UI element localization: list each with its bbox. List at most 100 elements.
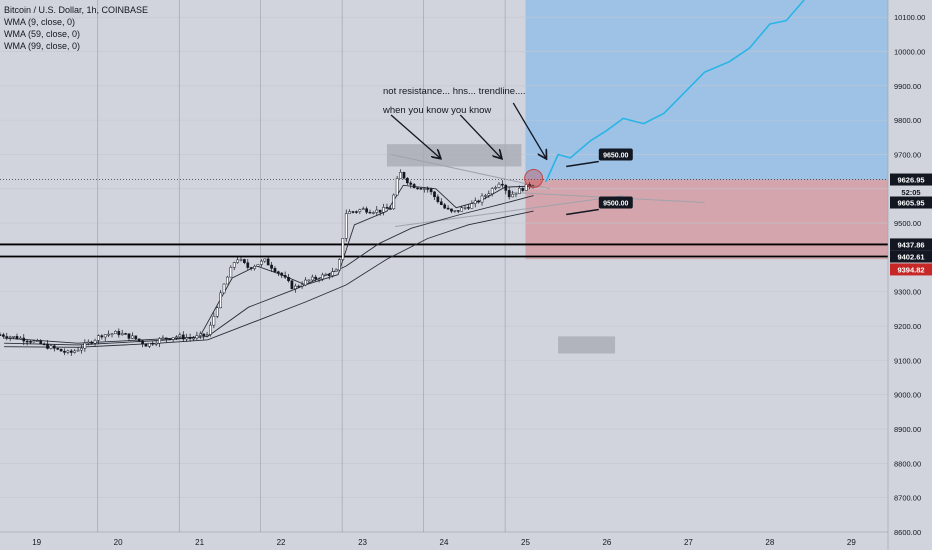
candle-body	[382, 207, 385, 213]
x-tick-label: 23	[358, 538, 367, 547]
candle-body	[304, 279, 307, 286]
candle-body	[161, 337, 165, 340]
candle-body	[137, 338, 141, 342]
annotation-arrow	[459, 114, 501, 158]
y-tick-label: 9300.00	[894, 288, 921, 297]
candle-body	[507, 190, 511, 198]
price-badge: 9626.95	[897, 176, 924, 185]
x-tick-label: 20	[114, 538, 123, 547]
candle-body	[385, 207, 389, 209]
candle-body	[249, 267, 253, 269]
candle-body	[52, 345, 56, 349]
candle-body	[181, 334, 185, 340]
candle-body	[514, 193, 518, 195]
candle-body	[358, 209, 362, 212]
y-tick-label: 8800.00	[894, 459, 921, 468]
candle-body	[0, 334, 2, 336]
candle-body	[86, 341, 90, 344]
candle-body	[518, 187, 521, 194]
candle-body	[243, 259, 246, 263]
candle-body	[297, 285, 301, 288]
y-tick-label: 10000.00	[894, 47, 925, 56]
candle-body	[307, 279, 311, 282]
candle-body	[124, 333, 127, 335]
candle-body	[198, 333, 202, 336]
candle-body	[310, 276, 314, 281]
candle-body	[141, 340, 144, 345]
candle-body	[348, 211, 351, 214]
price-badge-box	[890, 263, 932, 276]
candle-body	[63, 350, 66, 353]
candle-body	[222, 283, 226, 294]
candle-body	[331, 271, 335, 276]
candle-body	[290, 280, 294, 290]
y-tick-label: 9100.00	[894, 356, 921, 365]
callout-pointer	[566, 160, 599, 168]
candle-body	[276, 271, 280, 274]
callout-label-box	[598, 148, 633, 161]
candle-body	[446, 207, 450, 210]
annotation-arrow	[390, 114, 440, 158]
y-tick-label: 8600.00	[894, 528, 921, 537]
candle-body	[392, 194, 396, 210]
candle-body	[378, 209, 382, 213]
candle-body	[219, 292, 222, 309]
candle-body	[344, 213, 348, 239]
candle-body	[90, 341, 94, 344]
candle-body	[473, 200, 477, 204]
candle-body	[69, 350, 73, 353]
candle-body	[25, 340, 29, 343]
candle-body	[256, 264, 260, 267]
candle-body	[497, 183, 501, 188]
candle-body	[327, 274, 331, 276]
candle-body	[127, 333, 131, 339]
candle-body	[524, 184, 528, 191]
candle-body	[100, 335, 104, 338]
candle-body	[338, 259, 341, 271]
candle-body	[59, 348, 63, 352]
candle-body	[399, 172, 402, 179]
candle-body	[56, 348, 60, 350]
price-badge-box	[890, 250, 932, 263]
annotation-box	[558, 336, 616, 354]
candle-body	[402, 172, 406, 179]
candle-body	[83, 342, 87, 349]
candle-body	[293, 285, 297, 290]
circle-marker	[524, 168, 544, 188]
price-badge-box	[890, 186, 932, 199]
candle-body	[501, 183, 504, 186]
candle-body	[487, 193, 491, 196]
y-tick-label: 9500.00	[894, 219, 921, 228]
candle-body	[270, 264, 273, 269]
candle-body	[73, 350, 77, 353]
loss-zone	[525, 179, 888, 260]
trendline	[395, 195, 624, 228]
candle-body	[66, 350, 70, 353]
candle-body	[2, 334, 5, 337]
candle-body	[236, 259, 239, 263]
candle-body	[494, 187, 497, 189]
candle-body	[148, 342, 151, 347]
price-badge: 9394.82	[897, 265, 924, 274]
y-tick-label: 8700.00	[894, 494, 921, 503]
candle-body	[188, 337, 192, 339]
candle-body	[29, 341, 32, 343]
candle-body	[480, 195, 484, 203]
candle-body	[416, 187, 419, 190]
candle-body	[409, 182, 413, 185]
price-badge-box	[890, 196, 932, 209]
price-badge-box	[890, 173, 932, 186]
candle-body	[324, 274, 328, 276]
candle-body	[226, 276, 229, 285]
candle-body	[202, 333, 206, 337]
candle-body	[372, 212, 375, 214]
price-badge: 9437.86	[897, 240, 924, 249]
candle-body	[239, 259, 243, 261]
y-tick-label: 8900.00	[894, 425, 921, 434]
candle-body	[361, 208, 365, 210]
candle-body	[490, 188, 494, 195]
candle-body	[168, 338, 172, 341]
candle-body	[511, 193, 514, 198]
